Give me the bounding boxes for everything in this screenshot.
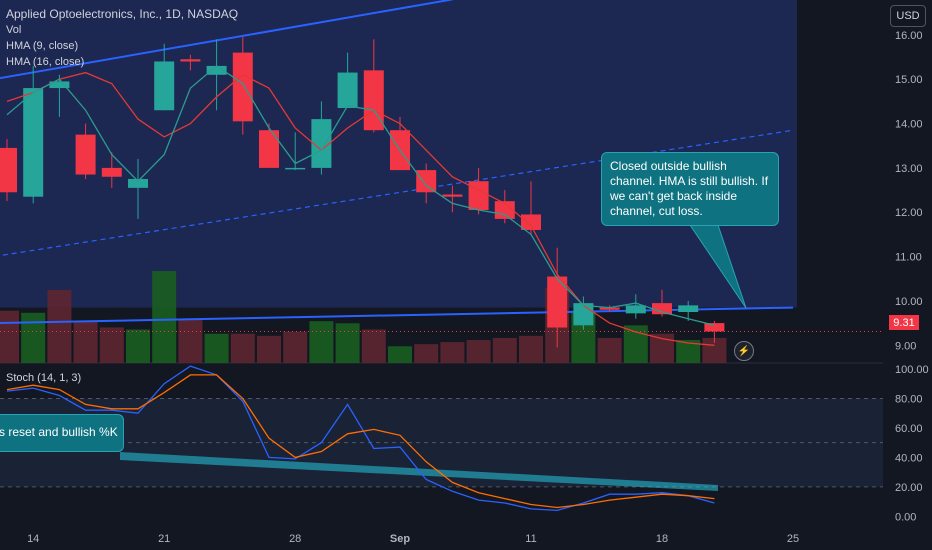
axes: 16.00 15.00 14.00 13.00 12.00 11.00 10.00 9.00 1… [27, 0, 932, 550]
candle-body [416, 170, 437, 193]
candle-body [599, 307, 620, 310]
volume-bar [361, 329, 386, 363]
chart-title: Applied Optoelectronics, Inc., 1D, NASDA… [6, 7, 239, 21]
candle-body [311, 119, 332, 168]
hma16-legend[interactable]: HMA (16, close) [6, 56, 85, 68]
volume-bar [47, 289, 72, 363]
candle-body [442, 194, 463, 197]
candle-body [363, 70, 384, 131]
channel-note-callout[interactable]: Closed outside bullish channel. HMA is s… [601, 152, 779, 226]
volume-bar [21, 312, 46, 363]
candle-body [49, 81, 70, 89]
volume-bar [492, 337, 517, 363]
time-tick-label: 25 [787, 533, 799, 545]
price-tick-label: 13.00 [895, 163, 923, 175]
candle-body [128, 178, 148, 188]
volume-bar [230, 333, 255, 363]
hma-lines [6, 65, 747, 346]
price-tick-label: 12.00 [895, 207, 923, 219]
volume-bar [466, 340, 491, 363]
volume-bar [623, 325, 648, 363]
volume-bar [0, 310, 19, 363]
stoch-tick-label: 80.00 [895, 393, 923, 405]
price-tick-label: 10.00 [895, 296, 923, 308]
volume-bar [388, 346, 412, 363]
volume-bar [99, 327, 124, 363]
volume-bar [309, 321, 334, 363]
time-tick-label: 14 [27, 533, 39, 545]
currency-button[interactable]: USD [890, 5, 926, 27]
stoch-legend[interactable]: Stoch (14, 1, 3) [6, 372, 82, 384]
volume-bar [73, 321, 98, 363]
candle-body [232, 52, 253, 122]
volume-bar [676, 340, 701, 363]
volume-bar [178, 319, 203, 363]
stoch-tick-label: 60.00 [895, 423, 923, 435]
volume-bar [126, 329, 150, 363]
price-tick-label: 11.00 [895, 252, 922, 264]
stoch-tick-label: 0.00 [895, 511, 916, 523]
stoch-tick-label: 20.00 [895, 482, 923, 494]
volume-bar [335, 323, 360, 363]
volume-bar [597, 337, 622, 363]
volume-bars [0, 271, 727, 363]
candle-body [704, 323, 725, 332]
stoch-tick-label: 40.00 [895, 452, 923, 464]
candle-body [521, 214, 541, 230]
stoch-note-callout[interactable]: cs reset and bullish %K [0, 414, 124, 452]
candle-body [652, 303, 672, 315]
candle-body [206, 65, 227, 75]
time-tick-label: 11 [525, 533, 536, 545]
price-tick-label: 9.00 [895, 340, 916, 352]
candle-body [625, 305, 646, 314]
candle-body [101, 167, 122, 177]
volume-bar [440, 342, 465, 363]
lightning-alert-icon[interactable]: ⚡ [734, 341, 754, 361]
candle-body [468, 181, 489, 211]
candle-body [678, 305, 699, 313]
candle-body [285, 167, 306, 170]
candle-body [494, 201, 515, 219]
price-tick-label: 15.00 [895, 74, 923, 86]
price-tick-label: 14.00 [895, 119, 923, 131]
stoch-k-line [6, 365, 715, 512]
candle-body [337, 72, 358, 109]
candle-body [180, 59, 201, 62]
volume-bar [152, 271, 177, 363]
hma16-line [6, 71, 715, 346]
candle-body [75, 134, 96, 175]
channel-upper-line [0, 0, 453, 80]
candle-body [23, 88, 44, 197]
volume-bar [283, 331, 308, 363]
volume-legend[interactable]: Vol [6, 24, 22, 36]
volume-bar [257, 335, 281, 363]
volume-bar [204, 333, 229, 363]
candle-body [547, 276, 568, 328]
price-tick-label: 16.00 [895, 30, 923, 42]
hma9-line [6, 65, 715, 326]
stoch-tick-label: 100.00 [895, 364, 929, 376]
stoch-d-line [6, 374, 715, 509]
candle-body [0, 147, 17, 193]
time-tick-label: Sep [390, 533, 410, 545]
price-axis [883, 0, 932, 550]
time-tick-label: 28 [289, 533, 301, 545]
last-price-badge: 9.31 [889, 315, 919, 330]
candle-body [259, 130, 279, 168]
candles [0, 37, 725, 348]
hma9-legend[interactable]: HMA (9, close) [6, 40, 79, 52]
stoch-pane [0, 365, 883, 512]
time-tick-label: 21 [158, 533, 170, 545]
time-tick-label: 18 [656, 533, 668, 545]
candle-body [154, 61, 175, 111]
volume-bar [519, 335, 543, 363]
volume-bar [414, 344, 439, 363]
